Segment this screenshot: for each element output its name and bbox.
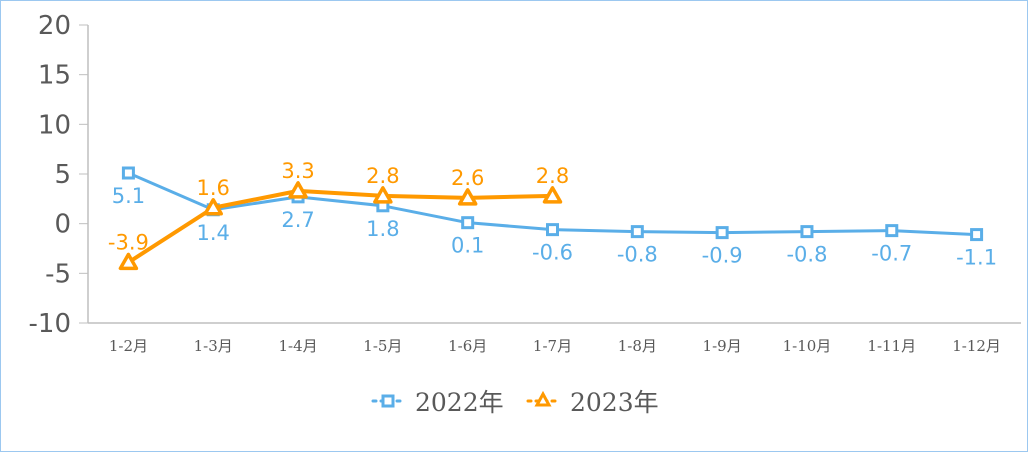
data-point bbox=[373, 186, 393, 204]
data-label: 1.4 bbox=[197, 221, 230, 245]
data-point bbox=[542, 186, 563, 204]
y-tick-label: 5 bbox=[54, 160, 71, 190]
x-tick-label: 1-5月 bbox=[363, 337, 402, 355]
series-line bbox=[127, 188, 553, 265]
data-label: 1.6 bbox=[197, 176, 230, 200]
y-tick-label: 10 bbox=[38, 110, 71, 140]
x-tick-label: 1-9月 bbox=[703, 337, 742, 355]
x-tick-label: 1-2月 bbox=[109, 337, 148, 355]
x-tick-label: 1-8月 bbox=[618, 337, 657, 355]
data-label: -0.8 bbox=[617, 243, 658, 267]
data-point bbox=[970, 228, 984, 242]
data-point bbox=[630, 225, 644, 239]
y-tick-label: -10 bbox=[29, 309, 71, 339]
series-2022年: 5.1 1.4 2.7 1.8 0.1 -0.6 -0.8 -0.9 -0.8 -0.7 -1.1 bbox=[112, 166, 997, 270]
data-point bbox=[800, 225, 814, 239]
data-label: 5.1 bbox=[112, 184, 145, 208]
legend-triangle-icon bbox=[534, 390, 552, 407]
data-point bbox=[715, 226, 729, 240]
data-point bbox=[118, 252, 139, 271]
data-label: -0.9 bbox=[702, 244, 743, 268]
y-tick-label: 15 bbox=[38, 61, 71, 91]
data-label: 1.8 bbox=[366, 217, 399, 241]
data-point bbox=[461, 216, 475, 230]
data-label: 2.6 bbox=[451, 166, 484, 190]
x-tick-label: 1-7月 bbox=[533, 337, 572, 355]
y-tick-label: 20 bbox=[38, 11, 71, 41]
data-label: -0.6 bbox=[532, 241, 573, 265]
x-tick-label: 1-4月 bbox=[278, 337, 317, 355]
series-2023年: -3.9 1.6 3.3 2.8 2.6 2.8 bbox=[108, 159, 569, 271]
x-tick-label: 1-11月 bbox=[867, 337, 916, 355]
y-tick-label: 0 bbox=[54, 210, 71, 240]
data-label: -3.9 bbox=[108, 230, 149, 254]
data-label: -1.1 bbox=[956, 246, 997, 270]
data-label: 0.1 bbox=[451, 234, 484, 258]
data-point bbox=[288, 181, 308, 199]
x-tick-label: 1-10月 bbox=[783, 337, 832, 355]
data-point bbox=[885, 224, 899, 238]
x-tick-label: 1-12月 bbox=[952, 337, 1001, 355]
legend-label: 2022年 bbox=[415, 388, 504, 417]
legend-square-icon bbox=[381, 394, 395, 408]
legend-item: 2022年 bbox=[371, 388, 504, 417]
data-point bbox=[121, 166, 135, 180]
data-label: 2.7 bbox=[281, 208, 314, 232]
x-tick-label: 1-6月 bbox=[448, 337, 487, 355]
data-label: -0.8 bbox=[786, 243, 827, 267]
legend-item: 2023年 bbox=[526, 388, 659, 417]
legend-label: 2023年 bbox=[570, 388, 659, 417]
data-label: -0.7 bbox=[871, 242, 912, 266]
data-label: 2.8 bbox=[366, 164, 399, 188]
x-tick-label: 1-3月 bbox=[194, 337, 233, 355]
data-label: 3.3 bbox=[281, 159, 314, 183]
y-tick-label: -5 bbox=[45, 259, 71, 289]
data-label: 2.8 bbox=[536, 164, 569, 188]
data-point bbox=[203, 198, 223, 216]
data-point bbox=[457, 188, 478, 206]
data-point bbox=[546, 223, 559, 237]
